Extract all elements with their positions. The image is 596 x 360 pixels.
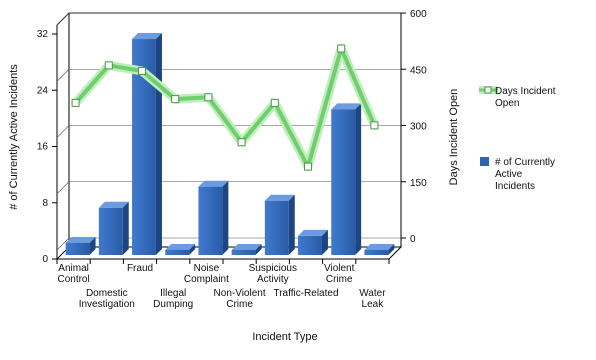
y-axis-title: # of Currently Active Incidents	[8, 64, 20, 210]
bar-top	[132, 33, 162, 40]
line-point	[204, 93, 213, 102]
line-point	[337, 44, 346, 53]
bar	[165, 249, 190, 255]
gridline-side	[56, 181, 70, 194]
x-tick-label: Leak	[362, 299, 385, 310]
line-point	[171, 95, 180, 104]
line-point	[270, 98, 279, 107]
bar	[98, 207, 123, 255]
bar-side	[89, 236, 96, 255]
line-series	[71, 44, 379, 172]
bar	[65, 242, 90, 255]
x-tick-label: Non-Violent	[214, 288, 266, 299]
x-tick-label: Control	[57, 274, 89, 285]
line-point	[237, 138, 246, 147]
bar-top	[165, 243, 196, 250]
line-point	[370, 121, 379, 130]
bar-side	[155, 33, 162, 255]
x-axis-title: Incident Type	[252, 331, 317, 343]
legend-label: Days Incident	[495, 86, 556, 97]
line-point	[71, 98, 80, 107]
bar-side	[288, 194, 295, 255]
bar-top	[98, 201, 129, 208]
bar-side	[321, 229, 328, 255]
y-tick-label: 8	[42, 198, 48, 209]
legend-label: Incidents	[495, 181, 535, 192]
y-tick-label: 24	[37, 85, 49, 96]
bar-top	[65, 236, 96, 243]
x-tick-label: Traffic-Related	[273, 288, 338, 299]
gridline-side	[56, 12, 70, 26]
x-tick-label: Water	[359, 288, 386, 299]
legend-label: # of Currently	[495, 157, 555, 168]
x-tick-label: Complaint	[184, 274, 229, 285]
bar-side	[222, 180, 229, 255]
x-tick-label: Suspicious	[249, 263, 297, 274]
y2-tick-label: 0	[410, 234, 416, 245]
x-tick-label: Violent	[324, 263, 355, 274]
bar	[264, 200, 289, 255]
line-point	[304, 162, 312, 171]
legend-label: Active	[495, 169, 523, 180]
bar-top	[364, 243, 395, 250]
legend-line-marker	[484, 86, 492, 94]
bar	[132, 39, 156, 255]
x-tick-label: Fraud	[127, 263, 153, 274]
x-tick-label: Crime	[226, 299, 253, 310]
bar-side	[388, 243, 395, 255]
x-tick-label: Investigation	[79, 299, 135, 310]
y2-tick-label: 300	[410, 122, 427, 133]
x-tick-label: Dumping	[153, 299, 193, 310]
bar-side	[255, 243, 262, 255]
x-tick-label: Activity	[257, 274, 289, 285]
y-tick-label: 32	[37, 29, 49, 40]
y2-tick-label: 600	[410, 9, 427, 20]
y-tick-label: 16	[37, 142, 49, 153]
y-tick-label: 0	[42, 254, 48, 265]
bar	[364, 249, 389, 255]
bar-top	[264, 194, 295, 201]
x-tick-label: Domestic	[86, 288, 128, 299]
y2-tick-label: 150	[410, 178, 427, 189]
x-tick-label: Illegal	[160, 288, 186, 299]
bar	[331, 109, 356, 255]
bar-side	[355, 103, 362, 255]
legend-label: Open	[495, 98, 519, 109]
gridline-side	[56, 237, 70, 251]
bar-top	[298, 229, 328, 236]
bar-side	[122, 201, 129, 255]
gridline-side	[56, 69, 70, 82]
line-point	[138, 67, 146, 75]
legend-bar-swatch	[480, 157, 489, 166]
line-point	[104, 61, 113, 70]
bar	[231, 249, 256, 255]
y2-tick-label: 450	[410, 65, 427, 76]
x-tick-label: Animal	[58, 263, 89, 274]
y2-axis-title: Days Incident Open	[448, 89, 460, 186]
bar-top	[231, 243, 262, 250]
gridline-side	[56, 125, 70, 138]
x-tick-label: Crime	[326, 274, 353, 285]
bar	[198, 186, 223, 255]
bar-top	[198, 180, 229, 187]
x-tick-label: Noise	[194, 263, 220, 274]
line-path	[73, 46, 377, 169]
bar	[298, 235, 322, 255]
bar-side	[189, 243, 196, 255]
bar-top	[331, 103, 362, 110]
bar-series	[65, 33, 395, 255]
